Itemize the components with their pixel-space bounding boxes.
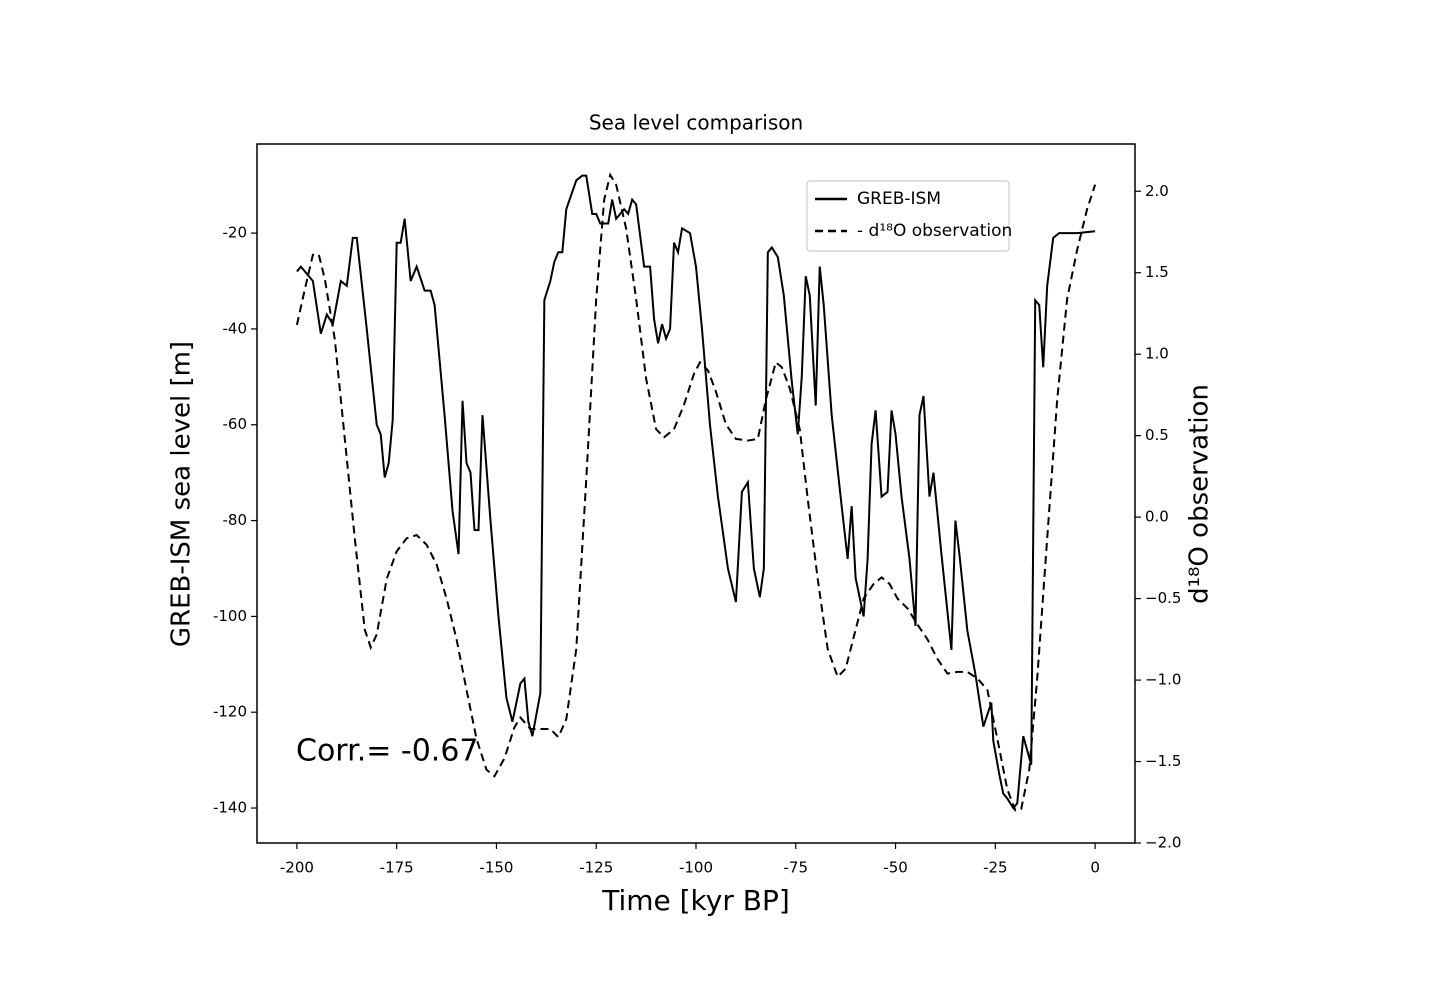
x-tick-label: -150 xyxy=(479,859,513,877)
y2-tick-label: 0.5 xyxy=(1145,426,1169,444)
x-tick-label: -125 xyxy=(579,859,613,877)
y-tick-label: -120 xyxy=(213,703,247,721)
x-tick-label: -100 xyxy=(679,859,713,877)
legend-box xyxy=(806,180,1010,252)
x-tick-label: 0 xyxy=(1090,859,1100,877)
y2-tick-label: −1.0 xyxy=(1145,671,1181,689)
plot-frame xyxy=(256,143,1136,844)
chart-title: Sea level comparison xyxy=(589,111,803,135)
legend-label: GREB-ISM xyxy=(857,189,941,209)
y-tick-label: -40 xyxy=(223,319,248,337)
series-line xyxy=(296,174,1096,810)
x-tick-label: -175 xyxy=(380,859,414,877)
y2-tick-label: 2.0 xyxy=(1145,182,1169,200)
y2-tick-label: 1.0 xyxy=(1145,345,1169,363)
x-tick-label: -50 xyxy=(883,859,908,877)
y2-tick-label: −0.5 xyxy=(1145,589,1181,607)
x-axis-label: Time [kyr BP] xyxy=(601,884,790,917)
series-line xyxy=(295,172,1097,812)
y-tick-label: -100 xyxy=(213,607,247,625)
legend-label: - d¹⁸O observation xyxy=(857,221,1012,241)
y-tick-label: -140 xyxy=(213,799,247,817)
y-tick-label: -60 xyxy=(223,415,248,433)
y-tick-label: -80 xyxy=(223,511,248,529)
x-tick-label: -200 xyxy=(280,859,314,877)
y2-tick-label: −1.5 xyxy=(1145,752,1181,770)
x-tick-label: -75 xyxy=(784,859,809,877)
y2-tick-label: −2.0 xyxy=(1145,834,1181,852)
y2-axis-label: d¹⁸O observation xyxy=(1185,384,1215,604)
annotation: Corr.= -0.67 xyxy=(296,734,479,769)
y2-tick-label: 0.0 xyxy=(1145,508,1169,526)
y-axis-label: GREB-ISM sea level [m] xyxy=(167,341,197,647)
x-tick-label: -25 xyxy=(983,859,1008,877)
y-tick-label: -20 xyxy=(223,224,248,242)
y2-tick-label: 1.5 xyxy=(1145,263,1169,281)
